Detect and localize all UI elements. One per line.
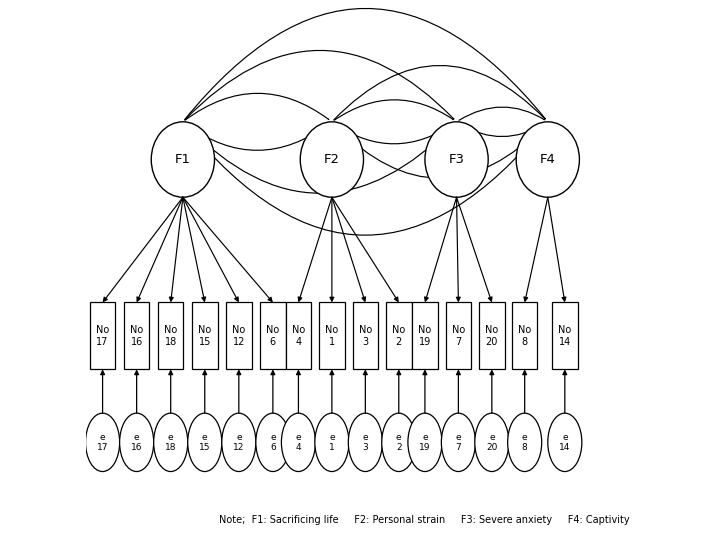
Text: e
4: e 4 (296, 433, 302, 452)
Text: e
18: e 18 (165, 433, 176, 452)
Text: e
2: e 2 (396, 433, 402, 452)
Text: No
18: No 18 (164, 325, 178, 346)
Ellipse shape (442, 413, 476, 471)
Ellipse shape (348, 413, 382, 471)
Text: No
7: No 7 (452, 325, 465, 346)
FancyArrowPatch shape (335, 123, 455, 144)
Text: e
20: e 20 (486, 433, 497, 452)
Ellipse shape (154, 413, 188, 471)
Ellipse shape (281, 413, 315, 471)
FancyArrowPatch shape (186, 124, 455, 193)
Ellipse shape (408, 413, 442, 471)
FancyArrowPatch shape (185, 9, 545, 119)
Ellipse shape (86, 413, 120, 471)
Text: No
15: No 15 (198, 325, 212, 346)
Text: No
17: No 17 (96, 325, 109, 346)
Text: e
12: e 12 (233, 433, 244, 452)
Bar (226, 302, 252, 370)
Text: No
12: No 12 (232, 325, 246, 346)
FancyArrowPatch shape (334, 100, 453, 120)
Ellipse shape (516, 122, 579, 197)
Bar (386, 302, 412, 370)
Ellipse shape (475, 413, 509, 471)
Text: No
19: No 19 (418, 325, 431, 346)
Bar (413, 302, 438, 370)
Text: F4: F4 (540, 153, 556, 166)
Text: e
3: e 3 (362, 433, 368, 452)
FancyArrowPatch shape (335, 124, 546, 178)
Text: No
3: No 3 (359, 325, 372, 346)
FancyArrowPatch shape (459, 107, 544, 121)
Ellipse shape (120, 413, 154, 471)
Text: e
15: e 15 (199, 433, 210, 452)
Text: No
4: No 4 (291, 325, 305, 346)
Ellipse shape (256, 413, 290, 471)
FancyArrowPatch shape (185, 51, 454, 120)
Ellipse shape (382, 413, 416, 471)
Text: e
7: e 7 (455, 433, 461, 452)
Bar (446, 302, 471, 370)
Bar (319, 302, 344, 370)
Text: e
6: e 6 (270, 433, 276, 452)
Bar (352, 302, 378, 370)
Text: F2: F2 (324, 153, 340, 166)
Text: F1: F1 (175, 153, 191, 166)
Text: No
16: No 16 (130, 325, 144, 346)
Bar (552, 302, 578, 370)
Bar (260, 302, 286, 370)
Text: No
2: No 2 (392, 325, 405, 346)
Text: e
1: e 1 (329, 433, 335, 452)
Ellipse shape (222, 413, 256, 471)
Bar (158, 302, 183, 370)
Bar (479, 302, 505, 370)
Text: e
16: e 16 (131, 433, 142, 452)
Bar (512, 302, 537, 370)
FancyArrowPatch shape (186, 124, 330, 150)
Text: e
14: e 14 (559, 433, 571, 452)
Text: F3: F3 (449, 153, 465, 166)
Text: No
20: No 20 (485, 325, 499, 346)
Bar (192, 302, 217, 370)
Text: No
1: No 1 (326, 325, 339, 346)
Bar (90, 302, 115, 370)
Ellipse shape (152, 122, 215, 197)
Ellipse shape (188, 413, 222, 471)
Text: No
14: No 14 (558, 325, 571, 346)
Bar (124, 302, 149, 370)
Text: e
17: e 17 (97, 433, 108, 452)
Ellipse shape (315, 413, 349, 471)
Text: e
19: e 19 (419, 433, 431, 452)
FancyArrowPatch shape (186, 124, 546, 235)
FancyArrowPatch shape (334, 66, 545, 120)
Text: No
8: No 8 (518, 325, 531, 346)
Text: No
6: No 6 (266, 325, 280, 346)
Ellipse shape (425, 122, 488, 197)
Text: e
8: e 8 (522, 433, 528, 452)
FancyArrowPatch shape (460, 123, 545, 137)
Bar (286, 302, 311, 370)
Text: Note;  F1: Sacrificing life     F2: Personal strain     F3: Severe anxiety     F: Note; F1: Sacrificing life F2: Personal … (220, 514, 630, 525)
FancyArrowPatch shape (185, 93, 328, 120)
Ellipse shape (548, 413, 582, 471)
Ellipse shape (300, 122, 363, 197)
Ellipse shape (507, 413, 542, 471)
